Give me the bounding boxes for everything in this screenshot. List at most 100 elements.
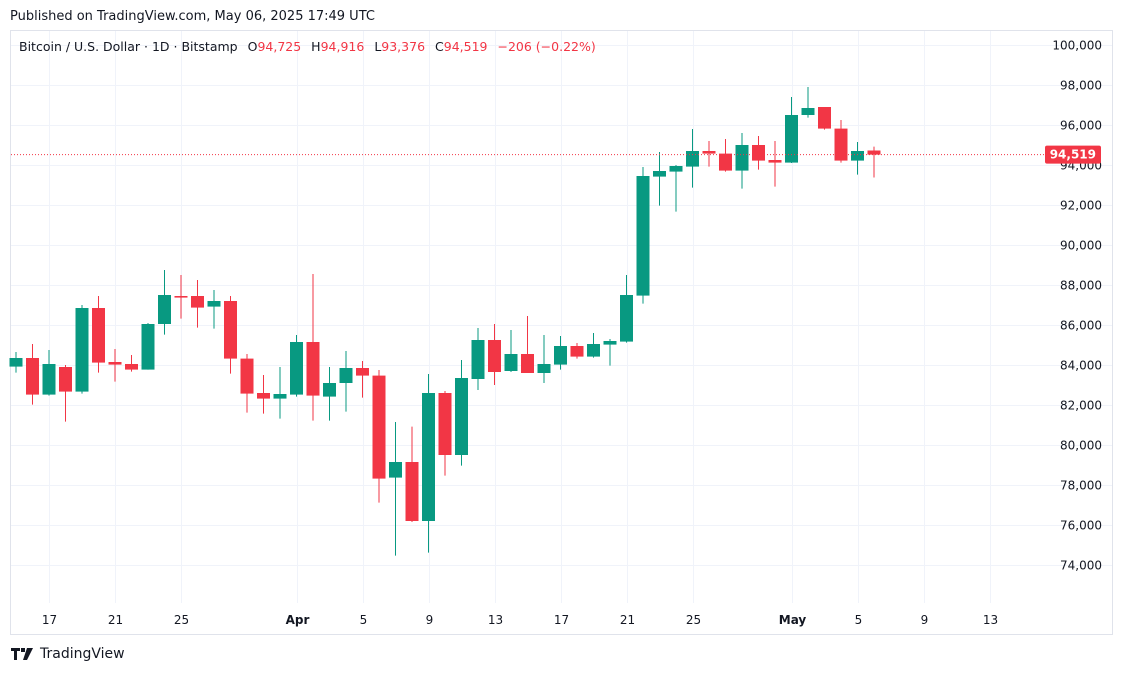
candle-down xyxy=(752,136,765,170)
candle-body xyxy=(75,308,89,392)
candle-up xyxy=(75,305,89,394)
candle-down xyxy=(719,139,732,172)
time-tick-label: 13 xyxy=(983,613,998,627)
candle-down xyxy=(834,120,848,163)
candle-down xyxy=(306,274,320,421)
candle-body xyxy=(570,346,584,357)
candle-body xyxy=(719,153,732,171)
candle-body xyxy=(818,107,831,129)
candle-up xyxy=(290,335,303,397)
last-price-label: 94,519 xyxy=(1050,148,1096,162)
time-tick-label: 17 xyxy=(42,613,57,627)
low-value: 93,376 xyxy=(381,39,426,54)
candle-body xyxy=(9,358,23,367)
price-tick-label: 92,000 xyxy=(1060,199,1102,213)
time-tick-label: 17 xyxy=(554,613,569,627)
last-price-badge xyxy=(1045,145,1101,164)
candle-body xyxy=(257,393,270,399)
price-tick-label: 76,000 xyxy=(1060,519,1102,533)
candle-body xyxy=(224,301,237,359)
time-tick-label: 25 xyxy=(174,613,189,627)
close-value: 94,519 xyxy=(443,39,488,54)
candle-up xyxy=(471,328,485,390)
candle-down xyxy=(570,343,584,359)
candle-up xyxy=(389,422,402,556)
grid xyxy=(11,31,1112,603)
candle-down xyxy=(191,280,204,328)
candle-up xyxy=(158,270,171,335)
close-label: C xyxy=(435,39,444,54)
symbol-name: Bitcoin / U.S. Dollar · 1D · Bitstamp xyxy=(19,39,238,54)
chart-frame xyxy=(10,30,1113,635)
candle-body xyxy=(389,462,402,478)
candle-body xyxy=(174,296,188,298)
price-tick-label: 88,000 xyxy=(1060,279,1102,293)
candle-body xyxy=(455,378,468,455)
tradingview-logo[interactable]: TradingView xyxy=(11,646,125,662)
symbol-legend: Bitcoin / U.S. Dollar · 1D · Bitstamp O9… xyxy=(19,39,596,54)
candle-down xyxy=(488,324,501,385)
price-tick-label: 100,000 xyxy=(1052,39,1102,53)
candle-down xyxy=(768,141,782,187)
candle-body xyxy=(108,362,122,365)
candle-up xyxy=(42,350,56,396)
candle-down xyxy=(108,349,122,382)
candle-body xyxy=(339,368,353,383)
candle-down xyxy=(257,375,270,414)
candle-body xyxy=(306,342,320,396)
time-tick-label: 9 xyxy=(426,613,434,627)
candle-up xyxy=(785,97,798,163)
candle-body xyxy=(587,344,600,357)
candle-down xyxy=(125,355,138,372)
candle-body xyxy=(372,375,386,479)
candle-down xyxy=(59,365,72,422)
open-label: O xyxy=(247,39,258,54)
time-tick-label: 5 xyxy=(360,613,368,627)
price-tick-label: 82,000 xyxy=(1060,399,1102,413)
open-value: 94,725 xyxy=(257,39,302,54)
high-label: H xyxy=(311,39,321,54)
candle-body xyxy=(191,296,204,308)
price-tick-label: 78,000 xyxy=(1060,479,1102,493)
candle-down xyxy=(372,370,386,503)
candle-body xyxy=(752,145,765,161)
candle-up xyxy=(504,330,518,372)
brand-name: TradingView xyxy=(40,646,125,662)
candle-down xyxy=(26,344,39,405)
candle-body xyxy=(125,364,138,370)
candle-body xyxy=(141,324,155,370)
price-axis[interactable]: 100,00098,00096,00094,00092,00090,00088,… xyxy=(1052,39,1102,573)
time-tick-label: 21 xyxy=(108,613,123,627)
candle-body xyxy=(273,394,287,399)
candle-body xyxy=(653,171,666,177)
candle-down xyxy=(818,107,831,130)
candle-up xyxy=(653,152,666,206)
price-tick-label: 90,000 xyxy=(1060,239,1102,253)
candle-body xyxy=(207,301,221,307)
candle-down xyxy=(521,316,534,373)
candle-up xyxy=(587,333,600,358)
price-tick-label: 84,000 xyxy=(1060,359,1102,373)
candle-body xyxy=(636,176,650,296)
candle-up xyxy=(636,167,650,304)
time-tick-label: 25 xyxy=(686,613,701,627)
candle-body xyxy=(59,367,72,392)
candle-body xyxy=(26,358,39,395)
candle-body xyxy=(768,160,782,163)
candle-down xyxy=(405,426,419,522)
time-tick-label: Apr xyxy=(286,613,310,627)
change-value: −206 (−0.22%) xyxy=(497,39,596,54)
candle-body xyxy=(488,340,501,372)
price-tick-label: 98,000 xyxy=(1060,79,1102,93)
candle-body xyxy=(735,145,749,171)
time-tick-label: 5 xyxy=(855,613,863,627)
candle-body xyxy=(323,383,336,397)
candle-body xyxy=(422,393,435,521)
price-tick-label: 74,000 xyxy=(1060,559,1102,573)
price-tick-label: 96,000 xyxy=(1060,119,1102,133)
time-axis[interactable]: 17 21 25 Apr 5 9 13 17 21 25 May 5 9 13 xyxy=(42,613,998,627)
candle-up xyxy=(207,290,221,329)
candle-body xyxy=(554,346,567,365)
candle-up xyxy=(620,275,633,343)
